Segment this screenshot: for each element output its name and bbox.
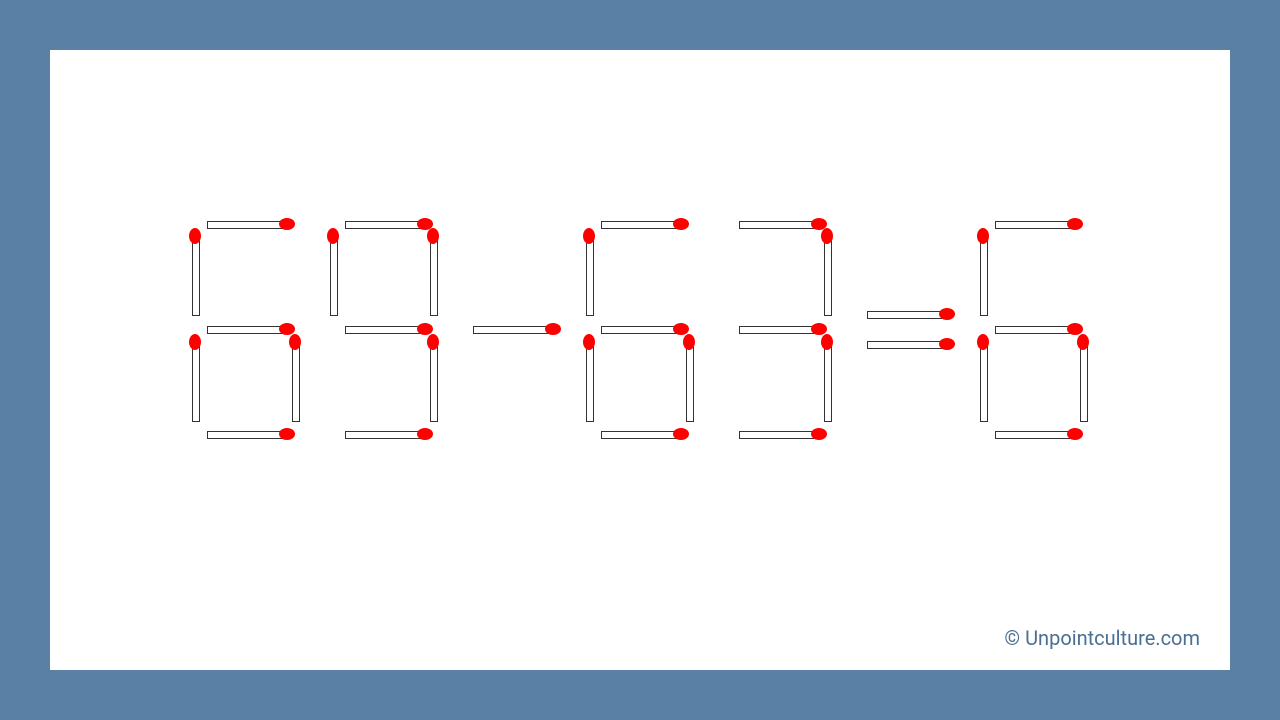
digit-6 <box>191 220 301 440</box>
matchstick <box>979 232 989 322</box>
matchstick <box>979 338 989 428</box>
matchstick <box>733 220 823 230</box>
matchstick <box>291 338 301 428</box>
inner-canvas: © Unpointculture.com <box>50 50 1230 670</box>
operator-equals <box>861 220 951 440</box>
matchstick <box>1079 338 1089 428</box>
credit-text: © Unpointculture.com <box>1004 626 1200 650</box>
digit-6 <box>585 220 695 440</box>
matchstick <box>585 232 595 322</box>
matchstick <box>823 338 833 428</box>
matchstick <box>201 220 291 230</box>
matchstick <box>329 232 339 322</box>
matchstick <box>989 430 1079 440</box>
matchstick <box>989 220 1079 230</box>
matchstick <box>429 338 439 428</box>
matchstick <box>685 338 695 428</box>
matchstick <box>823 232 833 322</box>
matchstick <box>733 325 823 335</box>
matchstick <box>595 430 685 440</box>
matchstick <box>595 325 685 335</box>
matchstick <box>339 220 429 230</box>
matchstick <box>989 325 1079 335</box>
outer-frame: © Unpointculture.com <box>0 0 1280 720</box>
matchstick <box>861 310 951 320</box>
matchstick <box>733 430 823 440</box>
digit-6 <box>979 220 1089 440</box>
matchstick <box>201 325 291 335</box>
digit-3 <box>723 220 833 440</box>
operator-minus <box>467 220 557 440</box>
matchstick <box>191 338 201 428</box>
matchstick-equation <box>50 220 1230 440</box>
matchstick <box>429 232 439 322</box>
matchstick <box>861 340 951 350</box>
matchstick <box>467 325 557 335</box>
matchstick <box>339 325 429 335</box>
matchstick <box>585 338 595 428</box>
matchstick <box>339 430 429 440</box>
matchstick <box>201 430 291 440</box>
matchstick <box>595 220 685 230</box>
matchstick <box>191 232 201 322</box>
digit-9 <box>329 220 439 440</box>
